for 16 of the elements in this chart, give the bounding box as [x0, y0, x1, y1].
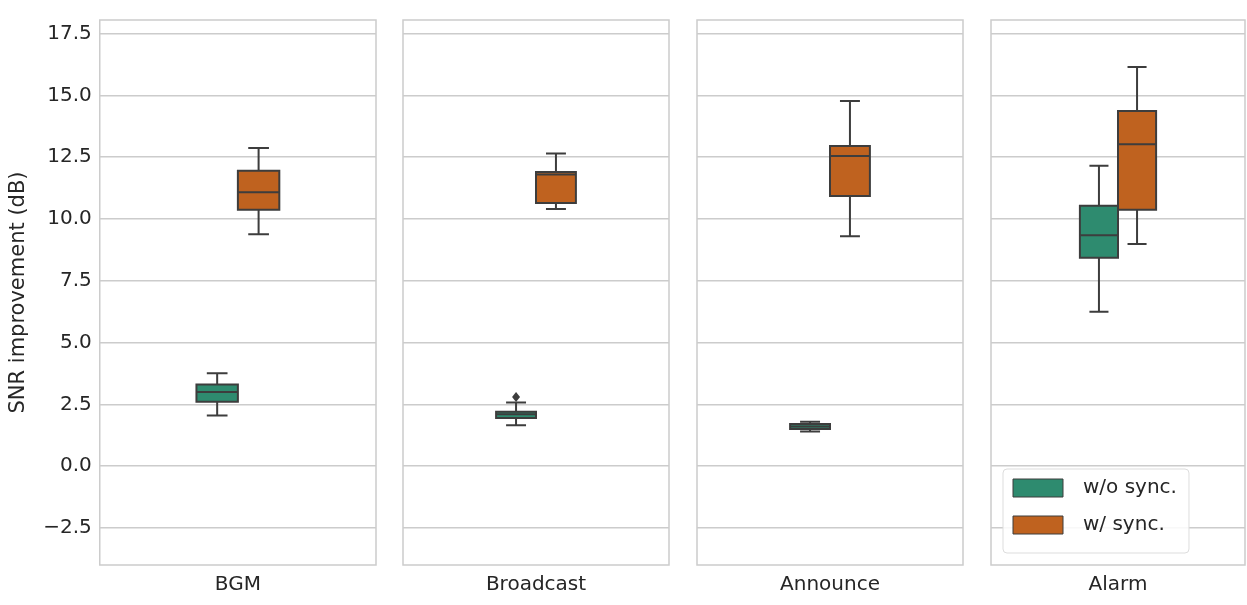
y-tick-label: 7.5	[59, 266, 92, 291]
x-tick-label: Broadcast	[485, 571, 587, 596]
x-tick-label: BGM	[214, 571, 261, 596]
y-tick-label: 17.5	[47, 19, 92, 44]
legend-label: w/o sync.	[1083, 474, 1177, 499]
y-tick-label: 12.5	[47, 143, 92, 168]
x-tick-label: Alarm	[1088, 571, 1148, 596]
y-tick-label: 2.5	[59, 390, 92, 415]
y-tick-label: 10.0	[47, 205, 92, 230]
x-tick-label: Announce	[780, 571, 880, 596]
legend-label: w/ sync.	[1083, 511, 1165, 536]
y-tick-label: −2.5	[43, 514, 92, 539]
y-tick-label: 0.0	[59, 452, 92, 477]
y-tick-label: 15.0	[47, 81, 92, 106]
y-tick-label: 5.0	[59, 328, 92, 353]
y-axis-title: SNR improvement (dB)	[5, 171, 30, 414]
